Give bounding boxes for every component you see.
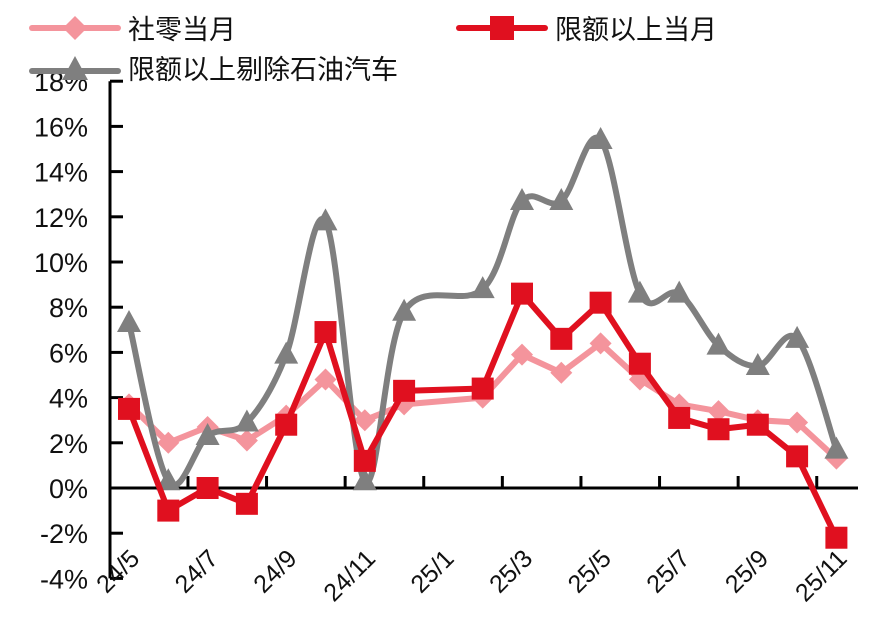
square-marker-icon [393, 379, 416, 402]
triangle-marker-icon [234, 409, 259, 432]
diamond-marker-icon [589, 332, 612, 355]
triangle-marker-icon [156, 468, 181, 491]
square-marker-icon [235, 492, 258, 515]
x-tick-label: 25/3 [484, 544, 538, 598]
square-marker-icon [157, 499, 180, 522]
diamond-marker-icon [29, 15, 121, 40]
y-tick-label: 2% [49, 429, 88, 459]
triangle-marker-icon [824, 436, 849, 459]
y-tick-label: 8% [49, 293, 88, 323]
triangle-marker-icon [510, 187, 534, 210]
square-marker-icon [353, 449, 376, 472]
y-tick-label: 10% [34, 248, 88, 278]
x-tick-label: 25/5 [563, 544, 617, 598]
square-marker-icon [786, 445, 809, 468]
legend-item-retail-monthly: 社零当月 [28, 8, 236, 47]
series-line [126, 134, 840, 488]
legend-label: 社零当月 [128, 15, 236, 46]
triangle-marker-icon [588, 126, 613, 149]
legend-label: 限额以上剔除石油汽车 [128, 55, 398, 86]
triangle-marker-icon [274, 341, 299, 364]
diamond-marker-icon [157, 431, 180, 454]
square-marker-icon [825, 526, 848, 549]
square-marker-icon [589, 291, 612, 314]
triangle-marker-icon [549, 187, 574, 210]
legend-label: 限额以上当月 [555, 15, 717, 46]
triangle-marker-icon [29, 55, 121, 80]
diamond-marker-icon [353, 409, 376, 432]
legend-item-above-quota-ex-oil-auto: 限额以上剔除石油汽车 [28, 48, 398, 87]
triangle-marker-icon [352, 468, 377, 491]
y-tick-label: 14% [34, 158, 88, 188]
series-square [118, 282, 848, 549]
x-tick-label: 25/9 [720, 544, 774, 598]
square-marker-icon [550, 327, 573, 350]
x-tick-label: 24/11 [318, 544, 381, 607]
diamond-marker-icon [511, 343, 533, 366]
diamond-marker-icon [314, 368, 337, 391]
y-tick-label: -2% [40, 519, 88, 549]
square-marker-icon [511, 282, 533, 305]
series-diamond [118, 332, 848, 470]
square-marker-icon [275, 413, 298, 436]
square-marker-icon [314, 321, 337, 344]
x-tick-label: 25/1 [405, 544, 459, 598]
x-tick-label: 24/5 [91, 544, 145, 598]
triangle-marker-icon [392, 298, 417, 321]
x-tick-label: 25/7 [641, 544, 695, 598]
square-marker-icon [196, 477, 219, 499]
square-marker-icon [456, 15, 548, 40]
square-marker-icon [628, 352, 651, 375]
diamond-marker-icon [550, 361, 573, 384]
triangle-marker-icon [195, 423, 220, 446]
y-tick-label: 16% [34, 112, 88, 142]
triangle-marker-icon [706, 332, 731, 355]
diamond-marker-icon [235, 429, 258, 452]
square-marker-icon [746, 413, 769, 436]
square-marker-icon [668, 406, 691, 429]
legend-item-above-quota-monthly: 限额以上当月 [455, 8, 717, 47]
x-tick-label: 24/9 [248, 544, 302, 598]
triangle-marker-icon [117, 310, 141, 333]
series-triangle [117, 126, 849, 491]
triangle-marker-icon [627, 280, 652, 303]
y-tick-label: 4% [49, 384, 88, 414]
triangle-marker-icon [785, 325, 810, 348]
x-tick-label: 24/7 [170, 544, 224, 598]
diamond-marker-icon [786, 411, 809, 434]
series-layer [117, 126, 849, 549]
triangle-marker-icon [313, 208, 338, 231]
triangle-marker-icon [745, 352, 770, 375]
triangle-marker-icon [470, 276, 495, 299]
y-tick-label: 12% [34, 203, 88, 233]
x-tick-label: 25/11 [790, 544, 853, 607]
triangle-marker-icon [667, 280, 692, 303]
diamond-marker-icon [707, 400, 730, 423]
y-tick-label: -4% [40, 564, 88, 594]
square-marker-icon [471, 377, 494, 400]
y-tick-label: 0% [49, 474, 88, 504]
y-tick-label: 6% [49, 338, 88, 368]
square-marker-icon [118, 397, 140, 420]
axes: 18%16%14%12%10%8%6%4%2%0%-2%-4% 24/5 24/7 2… [34, 67, 858, 607]
square-marker-icon [707, 418, 730, 441]
